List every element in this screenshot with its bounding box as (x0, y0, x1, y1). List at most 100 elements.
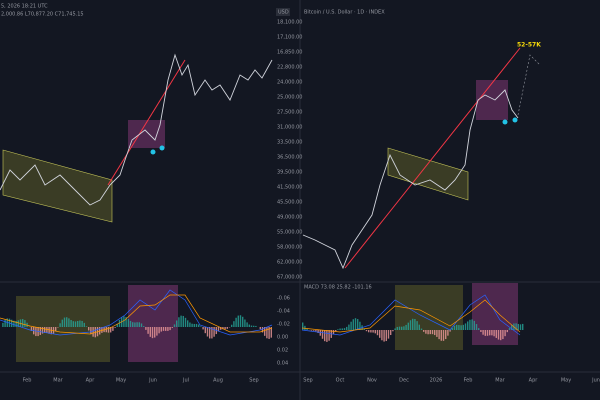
hist-bar (482, 330, 484, 335)
hist-bar (140, 323, 143, 327)
hist-bar (317, 330, 319, 333)
hist-bar (346, 326, 348, 330)
price-axis-label: 62,000.00 (277, 260, 302, 266)
hist-bar (162, 327, 165, 331)
hist-bar (348, 324, 350, 330)
hist-bar (436, 330, 438, 337)
macd-box (395, 285, 463, 350)
macd-legend: MACD 73.08 25.82 -101.16 (304, 285, 372, 291)
hist-bar (497, 330, 500, 340)
hist-bar (107, 327, 110, 333)
hist-bar (101, 327, 103, 333)
macd-axis-label: -0.06 (277, 296, 290, 302)
price-axis-label: 39,500.00 (277, 170, 302, 176)
header: 5, 2026 18:21 UTC (1, 4, 48, 10)
hist-bar (409, 320, 412, 330)
time-axis-label: Feb (464, 378, 473, 384)
hist-bar (376, 330, 379, 336)
hist-bar (458, 325, 460, 330)
hist-bar (504, 330, 506, 337)
macd-axis-label: 0.02 (277, 348, 288, 354)
hist-bar (343, 328, 346, 330)
hist-bar (193, 323, 195, 327)
hist-bar (136, 322, 138, 327)
hist-bar (70, 319, 72, 327)
hist-bar (52, 327, 55, 334)
hist-bar (145, 327, 147, 330)
hist-bar (237, 315, 239, 327)
hist-bar (44, 327, 46, 333)
hist-bar (200, 326, 202, 327)
time-axis-label: Jun (591, 378, 600, 384)
hist-bar (61, 319, 63, 327)
hist-bar (158, 327, 160, 334)
hist-bar (493, 330, 495, 337)
hist-bar (154, 327, 156, 338)
hist-bar (90, 327, 92, 335)
time-axis-label: Apr (529, 378, 539, 384)
hist-bar (451, 328, 453, 330)
hist-bar (116, 323, 118, 327)
hist-bar (88, 327, 90, 331)
hist-bar (79, 320, 81, 327)
hist-bar (105, 327, 107, 333)
hist-bar (357, 319, 359, 330)
hist-bar (182, 315, 184, 327)
hist-bar (414, 318, 416, 330)
hist-bar (405, 324, 407, 330)
hist-bar (517, 323, 519, 330)
hist-bar (255, 325, 257, 327)
ohlc: 2,000.86 L70,877.20 C71,745.15 (1, 12, 84, 18)
hist-bar (253, 325, 255, 327)
price-axis-label: 25,000.00 (277, 95, 302, 101)
hist-bar (72, 321, 74, 327)
hist-bar (489, 330, 491, 336)
hist-bar (112, 327, 114, 331)
hist-bar (222, 327, 224, 330)
hist-bar (445, 330, 447, 340)
hist-bar (412, 318, 414, 330)
price-axis-label: 22,800.00 (277, 65, 302, 71)
hist-bar (379, 330, 381, 338)
hist-bar (486, 330, 489, 336)
hist-bar (313, 330, 315, 331)
hist-bar (259, 327, 261, 330)
hist-bar (506, 330, 508, 333)
hist-bar (110, 327, 112, 333)
hist-bar (261, 327, 264, 333)
hist-bar (211, 327, 213, 339)
time-axis-label: Apr (86, 378, 96, 384)
hist-bar (156, 327, 158, 336)
hist-bar (57, 327, 59, 328)
hist-bar (2, 322, 4, 327)
hist-bar (132, 322, 134, 327)
hist-bar (495, 330, 497, 338)
marker (512, 117, 518, 123)
hist-bar (352, 319, 354, 330)
hist-bar (81, 320, 83, 327)
price-axis-label: 17,100.00 (277, 35, 302, 41)
hist-bar (169, 327, 171, 331)
hist-bar (217, 327, 220, 332)
hist-bar (429, 330, 431, 335)
hist-bar (85, 326, 88, 327)
hist-bar (167, 327, 169, 331)
hist-bar (522, 323, 524, 330)
time-axis-label: Mar (53, 378, 63, 384)
hist-bar (440, 330, 442, 341)
macd-axis-label: 0.00 (277, 335, 288, 341)
hist-bar (407, 322, 409, 330)
right-title: Bitcoin / U.S. Dollar · 1D · INDEX (304, 10, 385, 16)
macd-box (128, 285, 178, 362)
hist-bar (390, 330, 392, 336)
price-axis-label: 24,000.00 (277, 80, 302, 86)
price-axis-label: 58,000.00 (277, 245, 302, 251)
hist-bar (310, 330, 313, 331)
hist-bar (92, 327, 94, 337)
time-axis-label: Sep (249, 378, 258, 384)
hist-bar (324, 330, 326, 342)
marker (159, 145, 165, 151)
hist-bar (244, 319, 246, 327)
price-line (302, 89, 519, 270)
hist-bar (337, 329, 339, 330)
